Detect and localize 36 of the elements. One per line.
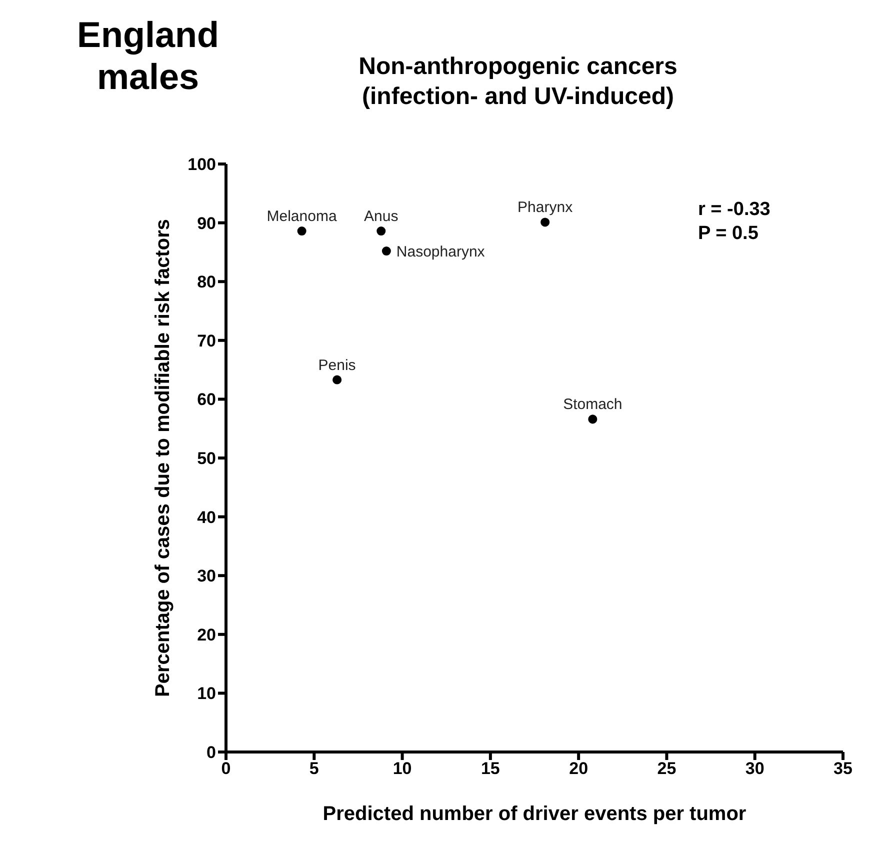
y-tick-label: 30 (197, 566, 216, 586)
x-tick-label: 5 (309, 759, 319, 778)
chart-title: England males (76, 14, 220, 98)
point (297, 226, 306, 236)
annotation: Nasopharynx (396, 243, 486, 260)
chart-subtitle: Non-anthropogenic cancers (infection- and UV-induced) (358, 52, 678, 112)
point (376, 226, 386, 236)
annotation: Melanoma (266, 208, 338, 226)
x-tick-label: 30 (745, 759, 764, 778)
point (332, 375, 342, 384)
annotation: Penis (318, 356, 356, 374)
y-tick-label: 60 (197, 390, 216, 410)
annotation: Stomach (563, 396, 622, 414)
annotation: Anus (364, 208, 398, 226)
x-tick-label: 25 (657, 759, 676, 778)
y-tick-label: 0 (206, 743, 216, 762)
y-tick-label: 10 (197, 684, 216, 704)
y-axis-title: Percentage of cases due to modifiable risk factors (152, 219, 174, 697)
x-tick-label: 10 (392, 759, 412, 778)
x-tick-label: 20 (569, 759, 588, 778)
y-tick-label: 80 (197, 272, 216, 292)
point (540, 218, 550, 227)
point (588, 414, 598, 424)
point (382, 246, 391, 256)
y-tick-label: 70 (197, 331, 216, 350)
y-tick-label: 20 (197, 625, 216, 644)
annotation: Pharynx (518, 199, 574, 216)
x-tick-label: 0 (221, 759, 231, 778)
y-tick-label: 50 (197, 449, 216, 468)
x-tick-label: 15 (480, 759, 500, 778)
x-axis-title: Predicted number of driver events per tumor (322, 803, 746, 826)
y-tick-label: 90 (197, 214, 216, 233)
annotation: r = -0.33 P = 0.5 (698, 198, 770, 246)
y-tick-label: 40 (197, 508, 216, 527)
x-tick-label: 35 (834, 759, 852, 778)
y-tick-label: 100 (188, 155, 216, 174)
